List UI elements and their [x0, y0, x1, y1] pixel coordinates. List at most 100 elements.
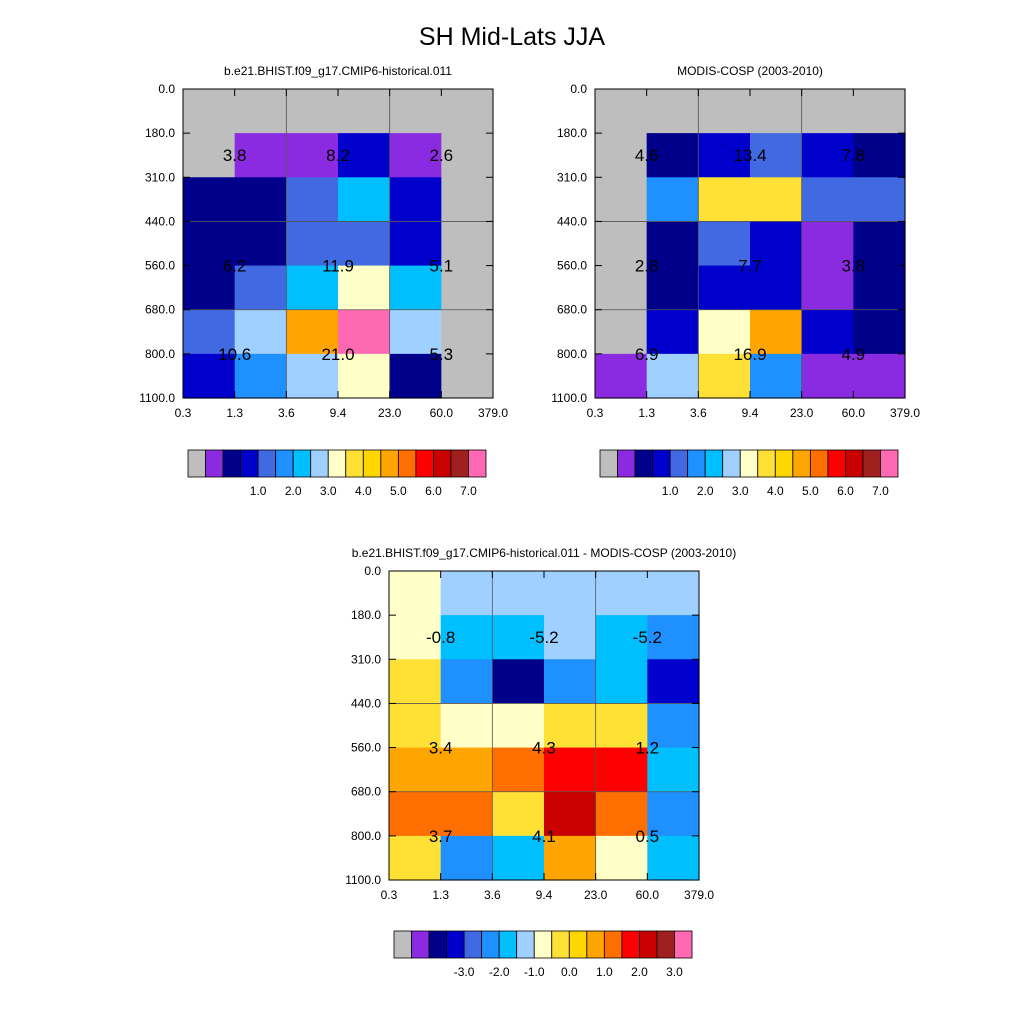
- heatmap-cell: [853, 177, 906, 223]
- heatmap-cell: [647, 615, 700, 660]
- colorbar-box: [862, 449, 881, 478]
- x-tick-label: 1.3: [432, 888, 449, 902]
- heatmap-cell: [389, 703, 442, 749]
- heatmap-cell: [595, 177, 648, 223]
- colorbar-box: [809, 449, 829, 478]
- heatmap-cell: [389, 835, 442, 881]
- heatmap-cell: [595, 353, 648, 399]
- heatmap-cell: [492, 571, 545, 616]
- heatmap-cell: [544, 747, 597, 793]
- heatmap-cell: [286, 221, 339, 267]
- heatmap-cell: [338, 309, 391, 355]
- panel-title: b.e21.BHIST.f09_g17.CMIP6-historical.011…: [352, 546, 736, 560]
- heatmap-cell: [595, 747, 648, 793]
- heatmap-cell: [853, 89, 906, 134]
- heatmap-cell: [646, 133, 699, 178]
- cell-value-label: 8.2: [326, 146, 350, 165]
- heatmap-cell: [441, 265, 494, 311]
- colorbar-label: 2.0: [285, 484, 302, 498]
- heatmap-cell: [183, 265, 236, 311]
- heatmap-cell: [595, 659, 648, 705]
- cell-value-label: 3.4: [429, 739, 453, 758]
- colorbar-label: 1.0: [662, 484, 679, 498]
- colorbar-label: 4.0: [355, 484, 372, 498]
- heatmap-cell: [183, 177, 236, 223]
- y-tick-label: 0.0: [364, 564, 381, 578]
- heatmap-cell: [492, 835, 545, 881]
- colorbar-box: [362, 449, 382, 478]
- cell-value-label: 21.0: [321, 345, 354, 364]
- y-tick-label: 800.0: [557, 347, 587, 361]
- heatmap-cell: [647, 791, 700, 837]
- panel-difference: b.e21.BHIST.f09_g17.CMIP6-historical.011…: [345, 546, 736, 979]
- heatmap-cell: [544, 659, 597, 705]
- colorbar-box: [446, 930, 465, 959]
- x-tick-label: 0.3: [175, 406, 192, 420]
- colorbar-box: [621, 930, 640, 959]
- heatmap-cell: [183, 133, 236, 178]
- heatmap-cell: [646, 265, 699, 311]
- cell-value-label: 4.6: [635, 146, 659, 165]
- panel-title: MODIS-COSP (2003-2010): [677, 64, 823, 78]
- colorbar-box: [687, 449, 706, 478]
- heatmap-cell: [441, 353, 494, 399]
- heatmap-cell: [647, 835, 700, 881]
- x-tick-label: 9.4: [330, 406, 347, 420]
- heatmap-cell: [646, 89, 699, 134]
- colorbar-box: [450, 449, 469, 478]
- heatmap-cell: [338, 177, 391, 223]
- heatmap-cell: [389, 177, 442, 223]
- heatmap-cell: [595, 221, 648, 267]
- colorbar-box: [656, 930, 675, 959]
- cell-value-label: 4.3: [532, 739, 556, 758]
- heatmap-cell: [441, 309, 494, 355]
- x-tick-label: 60.0: [842, 406, 866, 420]
- heatmap-cell: [750, 265, 803, 311]
- heatmap-cell: [234, 133, 287, 178]
- colorbar-box: [617, 449, 636, 478]
- heatmap-cell: [595, 835, 648, 881]
- heatmap-cell: [698, 177, 751, 223]
- x-tick-label: 379.0: [478, 406, 508, 420]
- heatmap-cell: [440, 615, 493, 660]
- y-tick-label: 310.0: [557, 170, 587, 184]
- cell-value-label: 3.7: [429, 827, 453, 846]
- colorbar-box: [411, 930, 430, 959]
- colorbar-box: [481, 930, 500, 959]
- heatmap-cell: [698, 309, 751, 355]
- colorbar-label: 3.0: [666, 965, 683, 979]
- heatmap-cell: [389, 791, 442, 837]
- colorbar-box: [345, 449, 364, 478]
- heatmap-cell: [595, 615, 648, 660]
- x-tick-label: 0.3: [381, 888, 398, 902]
- colorbar-box: [774, 449, 794, 478]
- colorbar-box: [516, 930, 535, 959]
- heatmap-cell: [338, 133, 391, 178]
- cell-value-label: 5.1: [430, 257, 454, 276]
- heatmap-cell: [595, 133, 648, 178]
- y-tick-label: 680.0: [557, 303, 587, 317]
- colorbar-label: 5.0: [802, 484, 819, 498]
- heatmap-cell: [801, 133, 854, 178]
- y-tick-label: 800.0: [145, 347, 175, 361]
- heatmap-cell: [441, 177, 494, 223]
- heatmap-cell: [234, 309, 287, 355]
- heatmap-cell: [389, 133, 442, 178]
- heatmap-cell: [647, 747, 700, 793]
- colorbar-box: [498, 930, 518, 959]
- heatmap-cell: [389, 571, 442, 616]
- y-tick-label: 180.0: [145, 126, 175, 140]
- y-tick-label: 560.0: [557, 259, 587, 273]
- colorbar-box: [845, 449, 864, 478]
- y-tick-label: 180.0: [557, 126, 587, 140]
- heatmap-cell: [801, 353, 854, 399]
- cell-value-label: 7.7: [738, 257, 762, 276]
- heatmap-cell: [853, 265, 906, 311]
- colorbar-label: -3.0: [454, 965, 475, 979]
- heatmap-cell: [286, 353, 339, 399]
- heatmap-cell: [440, 703, 493, 749]
- colorbar-label: 6.0: [425, 484, 442, 498]
- y-tick-label: 560.0: [351, 741, 381, 755]
- heatmap-cell: [544, 835, 597, 881]
- colorbar-label: -1.0: [524, 965, 545, 979]
